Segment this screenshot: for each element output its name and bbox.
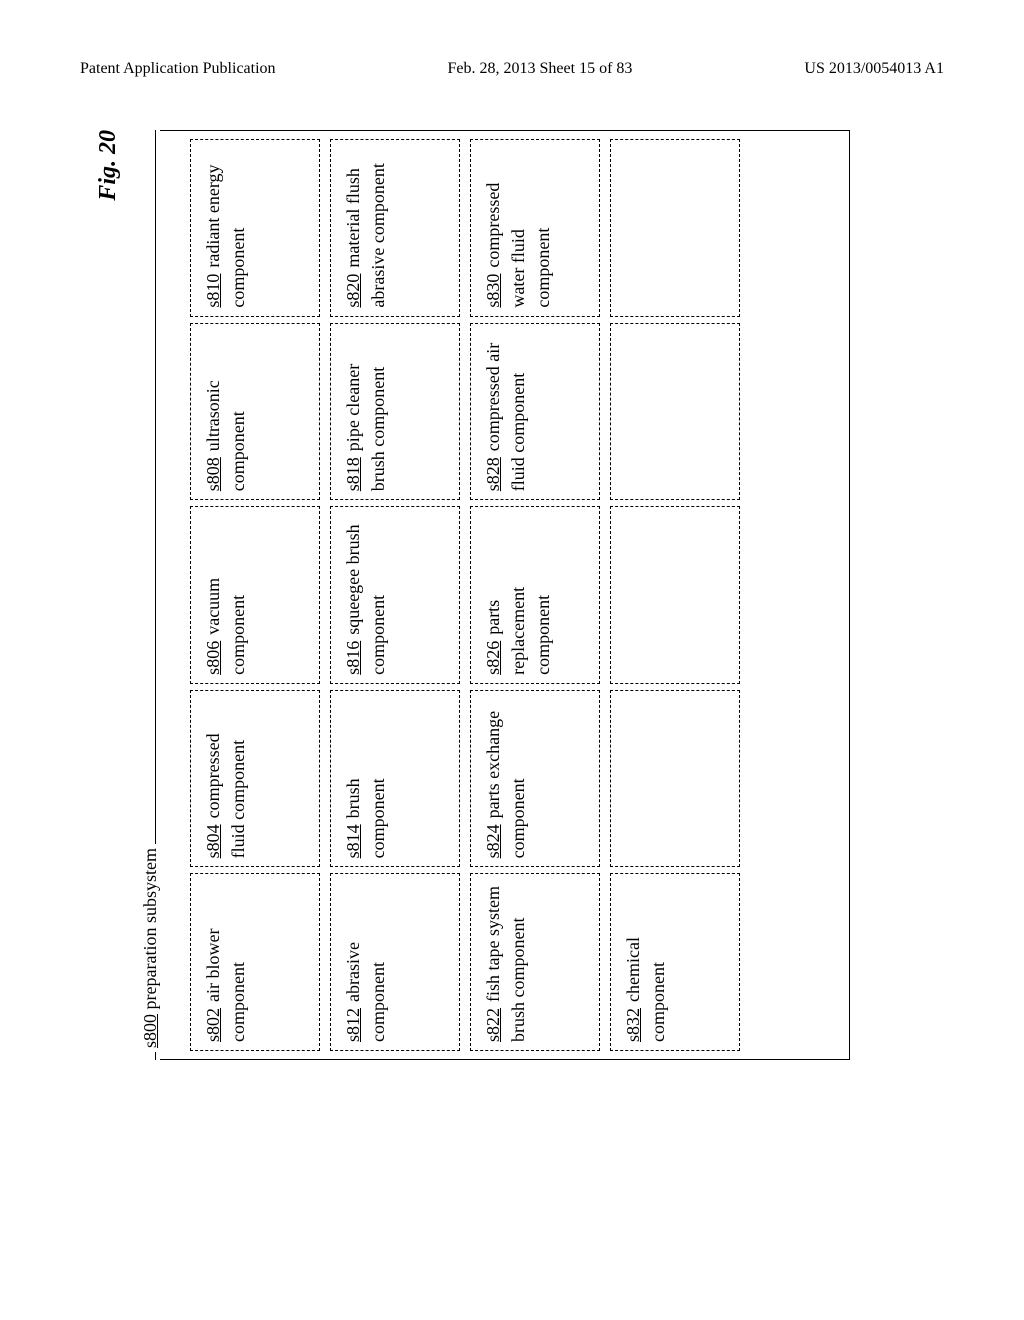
cell-s818: s818pipe cleaner brush component xyxy=(330,323,460,501)
ref: s810 xyxy=(203,274,223,308)
header-right: US 2013/0054013 A1 xyxy=(804,60,944,78)
cell-s812: s812abrasive component xyxy=(330,873,460,1051)
cell-empty xyxy=(610,139,740,317)
outer-rule-left xyxy=(155,1052,156,1060)
diagram: Fig. 20 s800 preparation subsystem s802a… xyxy=(140,130,860,1060)
cell-s824: s824parts exchange component xyxy=(470,690,600,868)
ref: s816 xyxy=(343,641,363,675)
ref: s824 xyxy=(483,824,503,858)
outer-text: preparation subsystem xyxy=(140,848,160,1009)
component-grid: s802air blower component s804compressed … xyxy=(190,139,740,1051)
figure-label: Fig. 20 xyxy=(95,130,122,201)
cell-s828: s828compressed air fluid component xyxy=(470,323,600,501)
cell-s806: s806vacuum component xyxy=(190,506,320,684)
cell-s804: s804compressed fluid component xyxy=(190,690,320,868)
outer-box-title: s800 preparation subsystem xyxy=(140,130,161,1060)
ref: s812 xyxy=(343,1008,363,1042)
cell-s816: s816squeegee brush component xyxy=(330,506,460,684)
ref: s804 xyxy=(203,824,223,858)
cell-s830: s830compressed water fluid component xyxy=(470,139,600,317)
cell-s814: s814brush component xyxy=(330,690,460,868)
cell-s820: s820material flush abrasive component xyxy=(330,139,460,317)
ref: s822 xyxy=(483,1008,503,1042)
ref: s820 xyxy=(343,274,363,308)
outer-rule-right xyxy=(155,130,156,844)
ref: s818 xyxy=(343,457,363,491)
cell-empty xyxy=(610,323,740,501)
cell-s826: s826parts replacement component xyxy=(470,506,600,684)
header-center: Feb. 28, 2013 Sheet 15 of 83 xyxy=(448,60,633,78)
ref: s808 xyxy=(203,457,223,491)
ref: s814 xyxy=(343,824,363,858)
cell-s802: s802air blower component xyxy=(190,873,320,1051)
cell-empty xyxy=(610,506,740,684)
cell-empty xyxy=(610,690,740,868)
header-left: Patent Application Publication xyxy=(80,60,276,78)
cell-s808: s808ultrasonic component xyxy=(190,323,320,501)
cell-s832: s832chemical component xyxy=(610,873,740,1051)
ref: s806 xyxy=(203,641,223,675)
outer-box: s802air blower component s804compressed … xyxy=(160,130,850,1060)
ref: s802 xyxy=(203,1008,223,1042)
diagram-wrapper: Fig. 20 s800 preparation subsystem s802a… xyxy=(140,340,1024,1060)
ref: s828 xyxy=(483,457,503,491)
ref: s832 xyxy=(623,1008,643,1042)
outer-label: s800 preparation subsystem xyxy=(140,844,161,1052)
cell-s810: s810radiant energy component xyxy=(190,139,320,317)
ref: s830 xyxy=(483,274,503,308)
outer-ref: s800 xyxy=(140,1014,160,1048)
ref: s826 xyxy=(483,641,503,675)
page-header: Patent Application Publication Feb. 28, … xyxy=(80,60,944,78)
cell-s822: s822fish tape system brush component xyxy=(470,873,600,1051)
